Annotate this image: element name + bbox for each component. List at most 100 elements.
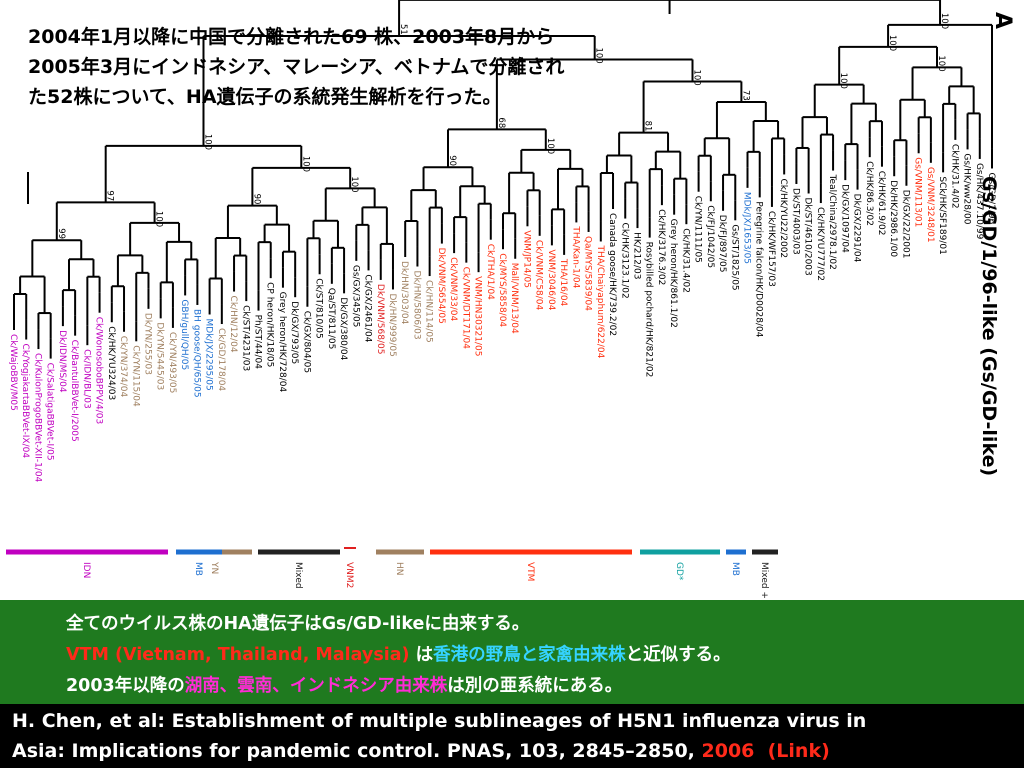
leaf-label: Rosybilled pochard/HK/821/02 <box>644 242 654 378</box>
leaf-label: Dk/GX/22/2001 <box>900 190 910 259</box>
leaf-label: Ck/KulonProgoBBVet-XII-1/04 <box>32 353 42 482</box>
leaf-label: VNM/JP14/05 <box>521 230 531 288</box>
clade-label: Mixed + <box>759 562 769 599</box>
bootstrap-value: 100 <box>691 69 701 85</box>
leaf-label: Dk/ST/4610/2003 <box>803 198 813 276</box>
bootstrap-value: 100 <box>202 134 212 150</box>
bootstrap-value: 99 <box>56 228 66 239</box>
leaf-label: Ck/HK/3123.1/02 <box>619 223 629 299</box>
bootstrap-value: 73 <box>740 90 750 101</box>
leaf-label: Dk/GX/793/05 <box>289 301 299 364</box>
clade-label: MB <box>730 562 740 576</box>
leaf-label: MDk/JX/1653/05 <box>742 192 752 264</box>
leaf-label: Dk/HK/2986.1/00 <box>888 180 898 257</box>
leaf-label: THA/Chaiyaphum/622/04 <box>595 244 605 358</box>
summary-line-1: 全てのウイルス株のHA遺伝子はGs/GD-likeに由来する。 <box>66 614 530 634</box>
phylogenetic-tree: 99 100 90 100 90 100 81 73 100 100 97 100 68 100 100 10… <box>6 0 996 599</box>
leaf-label: Ck/HK/3176.3/02 <box>656 209 666 285</box>
leaf-label: Peregrine falcon/HK/D0028/04 <box>754 201 764 337</box>
bootstrap-value: 100 <box>300 156 310 172</box>
bootstrap-value: 100 <box>349 176 359 192</box>
bootstrap-value: 90 <box>447 155 457 166</box>
leaf-label: Dk/IDN/MS/04 <box>57 330 67 393</box>
summary-line-3: 2003年以降の湖南、雲南、インドネシア由来株は別の亜系統にある。 <box>66 672 622 697</box>
leaf-label: Canada goose/HK/739.2/02 <box>607 213 617 336</box>
citation-link[interactable]: (Link) <box>767 740 830 762</box>
leaf-label: Dk/GX/2291/04 <box>852 194 862 263</box>
leaf-label: Ck/HK/YU777/02 <box>815 207 825 281</box>
leaf-label: Ck/ST/4231/03 <box>240 305 250 371</box>
citation-box: H. Chen, et al: Establishment of multipl… <box>0 704 1024 768</box>
summary-line-2-end: と近似する。 <box>625 645 731 665</box>
leaf-label: Ck/SalatigaBBVet-I/05 <box>45 363 55 461</box>
intro-text: 2004年1月以降に中国で分離された69 株、2003年8月から 2005年3月… <box>28 22 688 112</box>
bootstrap-value: 100 <box>939 13 949 29</box>
citation-text: Asia: Implications for pandemic control.… <box>12 740 702 762</box>
summary-box: 全てのウイルス株のHA遺伝子はGs/GD-likeに由来する。 VTM (Vie… <box>0 600 1024 704</box>
leaf-label: THA/Kan-1/04 <box>570 225 580 288</box>
leaf-label: Ck/HN/114/05 <box>424 280 434 343</box>
bootstrap-value: 100 <box>545 138 555 154</box>
leaf-label: Ck/THA/1/04 <box>485 244 495 300</box>
leaf-label: Qa/MYS/5839/04 <box>583 236 593 311</box>
leaf-label: Ck/YN/115/04 <box>130 345 140 407</box>
leaf-label: Gs/VNM/113/01 <box>913 157 923 227</box>
leaf-label: Ck/HK/YU22/2002 <box>778 178 788 258</box>
intro-line-1: 2004年1月以降に中国で分離された69 株、2003年8月から <box>28 26 555 48</box>
panel-letter: A <box>990 12 1015 30</box>
summary-line-3-end: は別の亜系統にある。 <box>447 676 623 696</box>
clade-label: YN <box>209 561 219 574</box>
clade-label: MB <box>193 562 203 576</box>
leaf-label: Ck/HK/61.9/02 <box>876 171 886 236</box>
hn-yn-idn-label: 湖南、雲南、インドネシア由来株 <box>184 676 448 696</box>
leaf-label: CP heron/HK/18/05 <box>265 282 275 367</box>
leaf-label: Ck/HN/12/04 <box>228 296 238 353</box>
citation-line-2: Asia: Implications for pandemic control.… <box>12 740 830 762</box>
leaf-label: Dk/HN/999/05 <box>387 293 397 356</box>
bootstrap-value: 81 <box>643 121 653 132</box>
leaf-label: Ck/HK/31.4/02 <box>949 144 959 209</box>
leaf-label: Ph/ST/44/04 <box>253 315 263 370</box>
leaf-label: Ck/YN/1111/05 <box>693 196 703 263</box>
hk-strains-label: 香港の野鳥と家禽由来株 <box>433 645 626 665</box>
leaf-label: Dk/ST/4003/03 <box>790 188 800 255</box>
clade-label: Mixed <box>293 562 303 589</box>
leaf-label: HK/212/03 <box>631 232 641 279</box>
bootstrap-value: 100 <box>154 211 164 227</box>
clade-label: IDN <box>81 562 91 578</box>
bootstrap-value: 51 <box>398 24 408 35</box>
clade-label: GD* <box>674 562 684 581</box>
leaf-label: Ck/VNM/C58/04 <box>534 240 544 311</box>
bootstrap-value: 68 <box>496 117 506 128</box>
bootstrap-value: 100 <box>594 47 604 63</box>
bootstrap-value: 100 <box>887 35 897 51</box>
bootstrap-value: 90 <box>251 194 261 205</box>
root-lineage-label: Gs/GD/1/96-like (Gs/GD-like) <box>978 176 1000 477</box>
leaf-label: Ck/FJ/1042/05 <box>705 205 715 268</box>
leaf-label: Ck/YogjakartaBBVet-IX/04 <box>20 344 30 459</box>
intro-line-3: た52株について、HA遺伝子の系統発生解析を行った。 <box>28 86 502 108</box>
leaf-label: Gs/GX/345/05 <box>350 265 360 328</box>
clade-label: VTM <box>525 562 535 581</box>
bootstrap-value: 100 <box>936 55 946 71</box>
leaf-label: Dk/VNM/568/05 <box>375 284 385 355</box>
leaf-label: Grey heron/HK/861.1/02 <box>668 219 678 328</box>
summary-line-3-start: 2003年以降の <box>66 676 185 696</box>
leaf-label: Ck/GX/2461/04 <box>363 274 373 342</box>
leaf-label: Dk/HN/303/04 <box>399 261 409 325</box>
leaf-label: Ck/HK/WF157/03 <box>766 211 776 287</box>
leaf-label: Dk/GX/1097/04 <box>839 184 849 253</box>
leaf-label: VNM/HN30321/05 <box>473 276 483 356</box>
leaf-label: Ck/HK/YU324/03 <box>106 326 116 400</box>
citation-line-1: H. Chen, et al: Establishment of multipl… <box>12 710 867 732</box>
leaf-label: Ck/IDN/BL/03 <box>81 349 91 409</box>
summary-line-2-mid: は <box>409 645 434 665</box>
leaf-label: Ck/VNM/DT171/04 <box>460 267 470 350</box>
leaf-label: Ck/BantulBBVet-I/2005 <box>69 340 79 442</box>
leaf-label: Ck/VNM/33/04 <box>448 257 458 321</box>
leaf-label: GBH/gull/QH/05 <box>179 299 189 370</box>
leaf-label: BH goose/QH/65/05 <box>191 309 201 398</box>
leaf-label: Dk/FJ/897/05 <box>717 215 727 273</box>
leaf-label: Ck/HK/86.3/02 <box>864 161 874 226</box>
leaf-label: Ck/HK/31.4/02 <box>680 228 690 293</box>
